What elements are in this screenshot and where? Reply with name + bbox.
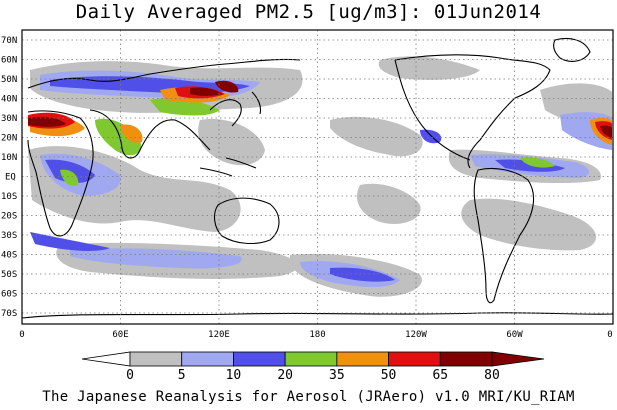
lat-label: 10N — [1, 153, 17, 163]
lat-label: 30N — [1, 114, 17, 124]
lat-label: 60S — [1, 290, 17, 300]
lat-label: 70S — [1, 309, 17, 319]
colorbar-swatch — [181, 351, 234, 367]
lat-label: 60N — [1, 56, 17, 66]
colorbar-min-arrow — [81, 351, 131, 367]
lat-label: 20S — [1, 212, 17, 222]
colorbar-tick-label: 0 — [126, 368, 134, 383]
lat-label: 10S — [1, 192, 17, 202]
lon-label: 120E — [208, 330, 230, 340]
map-title: Daily Averaged PM2.5 [ug/m3]: 01Jun2014 — [75, 1, 542, 23]
lat-label: 50N — [1, 75, 17, 85]
colorbar-max-arrow — [491, 351, 545, 367]
colorbar-swatch — [336, 351, 389, 367]
longitude-labels: 0 60E 120E 180 120W 60W 0 — [19, 330, 612, 340]
lon-label: 120W — [405, 330, 427, 340]
lon-label: 60E — [112, 330, 128, 340]
colorbar-tick-label: 35 — [329, 368, 345, 383]
colorbar-tick-label: 50 — [381, 368, 397, 383]
lon-label: 180 — [309, 330, 325, 340]
latitude-labels: 70N 60N 50N 40N 30N 20N 10N EQ 10S 20S 3… — [1, 36, 17, 319]
footer-credit: The Japanese Reanalysis for Aerosol (JRA… — [42, 389, 575, 405]
lat-label: 40S — [1, 251, 17, 261]
lat-label: EQ — [5, 173, 16, 183]
colorbar-tick-label: 20 — [277, 368, 293, 383]
pm25-field-20-35 — [30, 76, 565, 282]
lat-label: 70N — [1, 36, 17, 46]
lat-label: 20N — [1, 134, 17, 144]
colorbar-tick-label: 10 — [226, 368, 242, 383]
colorbar-tick-label: 80 — [484, 368, 500, 383]
colorbar-swatch — [388, 351, 441, 367]
colorbar-tick-label: 65 — [432, 368, 448, 383]
lat-label: 40N — [1, 95, 17, 105]
pm25-field-80-plus — [28, 80, 612, 138]
colorbar-swatch — [129, 351, 183, 367]
colorbar-tick-label: 5 — [178, 368, 186, 383]
lat-label: 30S — [1, 231, 17, 241]
lon-label: 60W — [506, 330, 523, 340]
lon-label: 0 — [607, 330, 612, 340]
pm25-field-35-50 — [60, 98, 555, 186]
lat-label: 50S — [1, 270, 17, 280]
map-frame — [21, 29, 614, 325]
lon-label: 0 — [19, 330, 24, 340]
coastlines — [21, 37, 614, 319]
colorbar-swatch — [284, 351, 338, 367]
map-panel: 70N 60N 50N 40N 30N 20N 10N EQ 10S 20S 3… — [1, 29, 614, 340]
colorbar-swatch — [233, 351, 286, 367]
colorbar-swatch — [439, 351, 493, 367]
colorbar: 0 5 10 20 35 50 65 80 — [81, 351, 545, 383]
